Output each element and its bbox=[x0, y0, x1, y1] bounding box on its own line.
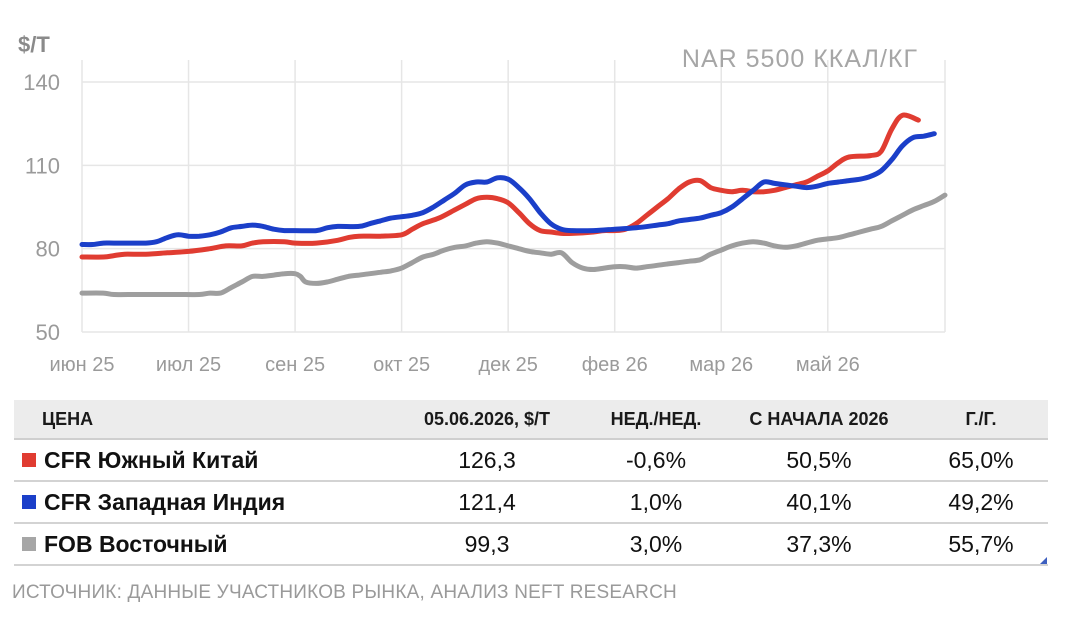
x-tick-label: сен 25 bbox=[265, 354, 325, 376]
row-name-cell: CFR Южный Китай bbox=[14, 439, 386, 482]
y-tick-label: 50 bbox=[36, 320, 60, 345]
x-tick-label: дек 25 bbox=[478, 354, 537, 376]
price-line-chart: 50 80 110 140 июн 25 июл 25 сен 25 окт 25 дек 2… bbox=[18, 32, 948, 376]
row-price: 126,3 bbox=[386, 439, 588, 482]
series-line-2 bbox=[79, 131, 937, 248]
y-tick-label: 140 bbox=[23, 70, 60, 95]
x-tick-label: май 26 bbox=[796, 354, 860, 376]
y-tick-label: 110 bbox=[25, 153, 60, 178]
x-tick-label: июл 25 bbox=[156, 354, 221, 376]
row-ytd-change: 40,1% bbox=[724, 481, 914, 524]
header-ytd-change: С НАЧАЛА 2026 bbox=[724, 400, 914, 440]
row-week-change: 1,0% bbox=[588, 481, 724, 524]
legend-swatch-icon bbox=[22, 494, 36, 509]
row-name-cell: CFR Западная Индия bbox=[14, 481, 386, 524]
y-axis-unit-label: $/Т bbox=[18, 32, 50, 57]
header-date-price: 05.06.2026, $/Т bbox=[386, 400, 588, 440]
row-yoy-change: 49,2% bbox=[914, 481, 1048, 524]
table-header-row: ЦЕНА 05.06.2026, $/Т НЕД./НЕД. С НАЧАЛА … bbox=[14, 400, 1048, 440]
row-name-cell: FOB Восточный bbox=[14, 523, 386, 566]
row-name: CFR Южный Китай bbox=[44, 446, 259, 473]
x-tick-label: июн 25 bbox=[49, 354, 114, 376]
y-tick-label: 80 bbox=[36, 237, 60, 262]
legend-swatch-icon bbox=[22, 536, 36, 551]
chart-title: NAR 5500 ККАЛ/КГ bbox=[682, 45, 918, 73]
price-table: ЦЕНА 05.06.2026, $/Т НЕД./НЕД. С НАЧАЛА … bbox=[14, 400, 1048, 566]
x-axis-ticks: июн 25 июл 25 сен 25 окт 25 дек 25 фев 26 мар … bbox=[49, 354, 859, 376]
corner-marker bbox=[1040, 557, 1047, 564]
header-week-change: НЕД./НЕД. bbox=[588, 400, 724, 440]
x-tick-label: мар 26 bbox=[689, 354, 753, 376]
y-axis-ticks: 50 80 110 140 bbox=[23, 70, 60, 345]
source-note: ИСТОЧНИК: ДАННЫЕ УЧАСТНИКОВ РЫНКА, АНАЛИ… bbox=[12, 582, 677, 603]
row-week-change: -0,6% bbox=[588, 439, 724, 482]
row-week-change: 3,0% bbox=[588, 523, 724, 566]
row-ytd-change: 37,3% bbox=[724, 523, 914, 566]
x-tick-label: окт 25 bbox=[373, 354, 430, 376]
x-tick-label: фев 26 bbox=[582, 354, 648, 376]
row-name: FOB Восточный bbox=[44, 530, 228, 557]
series-lines bbox=[79, 112, 948, 298]
table-row: CFR Южный Китай 126,3 -0,6% 50,5% 65,0% bbox=[14, 439, 1048, 482]
row-price: 99,3 bbox=[386, 523, 588, 566]
row-name: CFR Западная Индия bbox=[44, 488, 286, 515]
row-yoy-change: 65,0% bbox=[914, 439, 1048, 482]
header-yoy-change: Г./Г. bbox=[914, 400, 1048, 440]
row-ytd-change: 50,5% bbox=[724, 439, 914, 482]
legend-swatch-icon bbox=[22, 452, 36, 467]
row-yoy-change: 55,7% bbox=[914, 523, 1048, 566]
table-row: FOB Восточный 99,3 3,0% 37,3% 55,7% bbox=[14, 523, 1048, 566]
header-price: ЦЕНА bbox=[14, 400, 386, 440]
row-price: 121,4 bbox=[386, 481, 588, 524]
table-row: CFR Западная Индия 121,4 1,0% 40,1% 49,2… bbox=[14, 481, 1048, 524]
series-line-3 bbox=[79, 192, 948, 298]
